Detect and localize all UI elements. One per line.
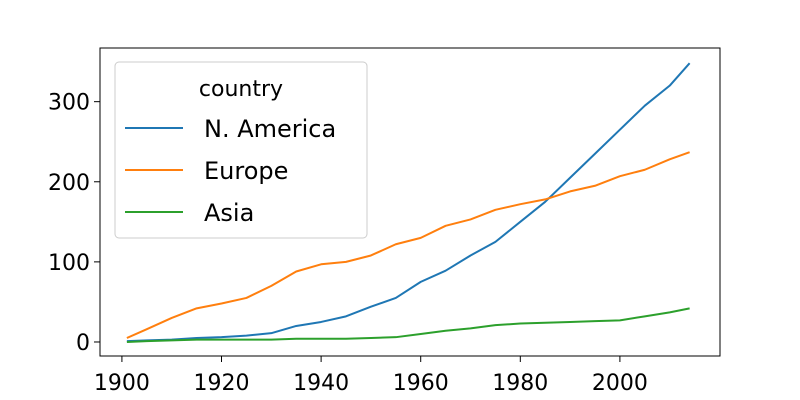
x-axis: 1900 1920 1940 1960 1980 2000 bbox=[94, 356, 648, 396]
x-tick-label: 1940 bbox=[293, 371, 349, 396]
series-line-n-america bbox=[126, 62, 691, 343]
x-tick-label: 2000 bbox=[592, 371, 648, 396]
legend-label-europe: Europe bbox=[204, 157, 288, 185]
y-tick-label: 300 bbox=[48, 91, 90, 116]
series-line-asia bbox=[126, 307, 690, 343]
legend-label-n-america: N. America bbox=[204, 115, 336, 143]
y-tick-label: 200 bbox=[48, 171, 90, 196]
series-lines bbox=[126, 62, 691, 343]
y-axis: 0 100 200 300 bbox=[48, 91, 100, 356]
x-tick-label: 1900 bbox=[94, 371, 150, 396]
legend-title: country bbox=[199, 77, 283, 102]
x-tick-label: 1980 bbox=[492, 371, 548, 396]
x-tick-label: 1920 bbox=[194, 371, 250, 396]
y-tick-label: 0 bbox=[76, 331, 90, 356]
legend-label-asia: Asia bbox=[204, 199, 254, 227]
y-tick-label: 100 bbox=[48, 251, 90, 276]
series-line-europe bbox=[126, 151, 690, 339]
legend: country N. America Europe Asia bbox=[114, 61, 368, 239]
plot-frame bbox=[99, 47, 721, 357]
plot-area bbox=[99, 47, 721, 357]
legend-box bbox=[114, 61, 368, 239]
x-tick-label: 1960 bbox=[393, 371, 449, 396]
